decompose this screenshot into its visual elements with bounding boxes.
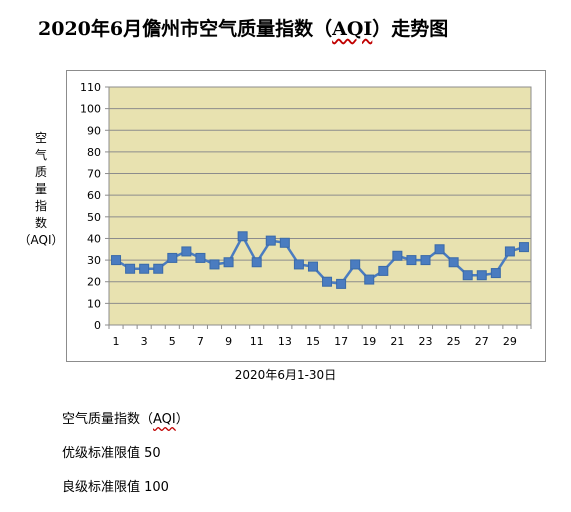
data-point <box>223 257 234 268</box>
x-axis-label: 2020年6月1-30日 <box>234 368 337 382</box>
title-suffix: ）走势图 <box>372 18 449 40</box>
x-tick-label: 17 <box>334 335 348 348</box>
y-tick-label: 80 <box>87 146 101 159</box>
x-tick-label: 19 <box>362 335 376 348</box>
note-aqi-suffix: ） <box>175 412 189 427</box>
data-point <box>364 274 375 285</box>
note-aqi-prefix: 空气质量指数（ <box>62 412 154 427</box>
data-point <box>350 259 361 270</box>
data-point <box>462 270 473 281</box>
y-tick-label: 10 <box>87 297 101 310</box>
y-tick-label: 90 <box>87 124 101 137</box>
data-point <box>195 252 206 263</box>
x-tick-label: 27 <box>475 335 489 348</box>
y-axis-label: 空气质量指数 （AQI） <box>18 130 64 249</box>
y-tick-label: 20 <box>87 276 101 289</box>
y-tick-label: 30 <box>87 254 101 267</box>
data-point <box>307 261 318 272</box>
data-point <box>392 250 403 261</box>
data-point <box>322 276 333 287</box>
x-tick-label: 15 <box>306 335 320 348</box>
data-point <box>490 268 501 279</box>
data-point <box>434 244 445 255</box>
data-point <box>265 235 276 246</box>
y-axis-label-char: 气 <box>34 148 47 162</box>
title-prefix: 2020年6月儋州市空气质量指数（ <box>38 18 333 40</box>
plot-background <box>108 86 532 326</box>
y-tick-label: 100 <box>80 103 101 116</box>
data-point <box>153 263 164 274</box>
y-axis-label-char: （AQI） <box>18 233 64 247</box>
y-tick-label: 60 <box>87 189 101 202</box>
data-point <box>167 252 178 263</box>
data-point <box>125 263 136 274</box>
x-tick-label: 29 <box>503 335 517 348</box>
note-good-limit: 良级标准限值 100 <box>62 480 169 495</box>
data-point <box>420 255 431 266</box>
y-tick-label: 70 <box>87 168 101 181</box>
notes: 空气质量指数（AQI） 优级标准限值 50 良级标准限值 100 <box>62 410 189 512</box>
note-aqi: 空气质量指数（AQI） <box>62 410 189 444</box>
y-axis-label-char: 数 <box>34 216 47 230</box>
x-tick-label: 11 <box>250 335 264 348</box>
data-point <box>237 231 248 242</box>
x-tick-label: 1 <box>113 335 120 348</box>
y-axis-label-char: 空 <box>34 131 47 145</box>
y-tick-label: 110 <box>80 81 101 94</box>
data-point <box>251 257 262 268</box>
data-point <box>406 255 417 266</box>
x-tick-label: 25 <box>447 335 461 348</box>
chart-area: 0 10 20 30 40 50 60 70 80 90 100 110 1 3 5 7 9 11 13 15 17 19… <box>66 70 546 362</box>
note-excellent-limit: 优级标准限值 50 <box>62 446 161 461</box>
data-point <box>336 278 347 289</box>
x-tick-label: 21 <box>390 335 404 348</box>
data-point <box>378 265 389 276</box>
y-tick-label: 0 <box>94 319 101 332</box>
data-point <box>139 263 150 274</box>
x-tick-label: 13 <box>278 335 292 348</box>
data-point <box>293 259 304 270</box>
data-point <box>209 259 220 270</box>
x-tick-label: 3 <box>141 335 148 348</box>
y-axis-label-char: 量 <box>34 182 47 196</box>
data-point <box>448 257 459 268</box>
data-point <box>504 246 515 257</box>
y-axis-label-char: 指 <box>34 199 47 213</box>
data-point <box>476 270 487 281</box>
x-tick-label: 9 <box>225 335 232 348</box>
data-point <box>279 237 290 248</box>
x-tick-label: 5 <box>169 335 176 348</box>
x-tick-label: 7 <box>197 335 204 348</box>
y-axis-label-char: 质 <box>34 165 47 179</box>
data-point <box>111 255 122 266</box>
y-tick-label: 40 <box>87 232 101 245</box>
x-tick-label: 23 <box>419 335 433 348</box>
data-point <box>518 242 529 253</box>
title-aqi: AQI <box>332 18 373 40</box>
note-aqi-abbr: AQI <box>153 412 176 427</box>
page-title: 2020年6月儋州市空气质量指数（AQI）走势图 <box>38 14 448 41</box>
data-point <box>181 246 192 257</box>
y-tick-label: 50 <box>87 211 101 224</box>
